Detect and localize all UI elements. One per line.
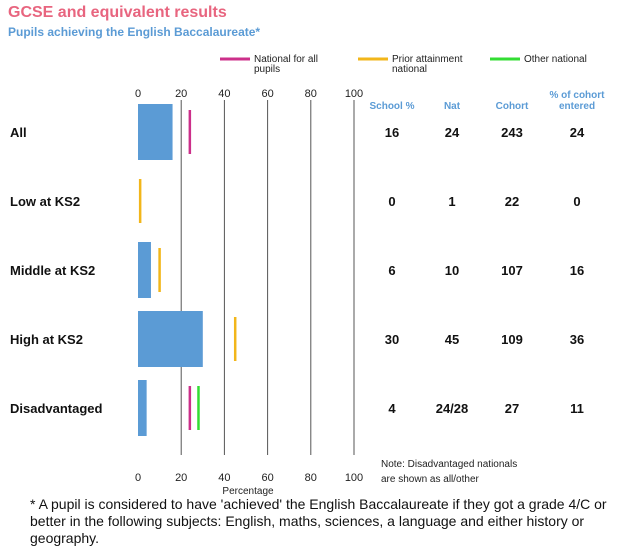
table-cell: 22	[505, 194, 519, 209]
legend-label: Other national	[524, 54, 587, 65]
note-text: Note: Disadvantaged nationals	[381, 459, 517, 470]
x-tick-label-top: 40	[218, 88, 230, 100]
chart-subtitle: Pupils achieving the English Baccalaurea…	[8, 25, 261, 39]
column-header: School %	[369, 101, 414, 112]
footnote: * A pupil is considered to have 'achieve…	[30, 496, 607, 546]
table-cell: 243	[501, 125, 523, 140]
bar	[138, 380, 147, 436]
bar	[138, 242, 151, 298]
row-label: Disadvantaged	[10, 401, 103, 416]
table-cell: 24	[570, 125, 585, 140]
column-header: Nat	[444, 101, 461, 112]
x-tick-label-top: 20	[175, 88, 187, 100]
table-cell: 1	[448, 194, 455, 209]
legend-label: Prior attainment	[392, 54, 463, 65]
x-tick-label-bottom: 100	[345, 472, 363, 484]
column-header: entered	[559, 101, 595, 112]
table-cell: 6	[388, 263, 395, 278]
x-tick-label-top: 60	[261, 88, 273, 100]
row-label: All	[10, 125, 27, 140]
x-tick-label-top: 100	[345, 88, 363, 100]
bar	[138, 311, 203, 367]
column-header: Cohort	[496, 101, 529, 112]
note-text: are shown as all/other	[381, 474, 480, 485]
table-cell: 11	[570, 401, 584, 416]
row-label: Middle at KS2	[10, 263, 95, 278]
table-cell: 0	[573, 194, 580, 209]
x-tick-label-bottom: 60	[261, 472, 273, 484]
legend-label: National for all	[254, 54, 318, 65]
table-cell: 109	[501, 332, 523, 347]
legend-label: national	[392, 64, 427, 75]
x-tick-label-top: 0	[135, 88, 141, 100]
table-cell: 24	[445, 125, 460, 140]
table-cell: 4	[388, 401, 396, 416]
chart-title: GCSE and equivalent results	[8, 4, 227, 21]
table-cell: 107	[501, 263, 523, 278]
x-tick-label-bottom: 20	[175, 472, 187, 484]
table-cell: 16	[385, 125, 399, 140]
table-cell: 0	[388, 194, 395, 209]
table-cell: 45	[445, 332, 459, 347]
table-cell: 36	[570, 332, 584, 347]
table-cell: 10	[445, 263, 459, 278]
column-header: % of cohort	[550, 90, 606, 101]
bar	[138, 104, 173, 160]
table-cell: 16	[570, 263, 584, 278]
table-cell: 30	[385, 332, 399, 347]
x-axis-label: Percentage	[222, 486, 274, 497]
x-tick-label-bottom: 0	[135, 472, 141, 484]
legend-label: pupils	[254, 64, 280, 75]
x-tick-label-bottom: 80	[305, 472, 317, 484]
table-cell: 24/28	[436, 401, 469, 416]
x-tick-label-top: 80	[305, 88, 317, 100]
table-cell: 27	[505, 401, 519, 416]
row-label: High at KS2	[10, 332, 83, 347]
row-label: Low at KS2	[10, 194, 80, 209]
x-tick-label-bottom: 40	[218, 472, 230, 484]
